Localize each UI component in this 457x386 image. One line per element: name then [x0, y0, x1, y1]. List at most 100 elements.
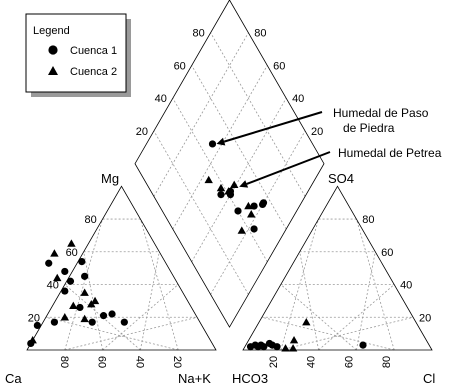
cuenca-1-diamond-point [208, 140, 217, 148]
cation-bottom-tick-label: 60 [96, 356, 108, 368]
cuenca-1-diamond-point [217, 191, 225, 199]
cuenca-1-diamond-point [250, 225, 258, 233]
annotations: Humedal de Paso de Piedra Humedal de Pet… [216, 106, 442, 188]
diamond-grid-line [191, 65, 287, 230]
annotation-arrow-petrea [239, 151, 331, 188]
cuenca-2-cation-point [80, 314, 89, 323]
cuenca-2-cation-point [80, 288, 89, 296]
legend-marker-cuenca-2 [48, 66, 58, 75]
legend-label-cuenca-1: Cuenca 1 [70, 45, 117, 57]
cuenca-2-diamond-point [216, 183, 226, 192]
diagram-frames [26, 0, 433, 351]
annotation-arrow-petrea-head [239, 180, 249, 188]
cuenca-2-anion-point [288, 344, 298, 352]
cuenca-2-cation-point [50, 249, 59, 257]
cuenca-1-diamond-point [250, 202, 258, 210]
anion-grid-line [318, 284, 395, 351]
legend-label-cuenca-2: Cuenca 2 [70, 66, 117, 78]
anion-grid-line [299, 251, 319, 351]
cation-bottom-tick-label: 40 [133, 356, 145, 368]
anion-bottom-tick-label: 40 [306, 356, 318, 368]
annotation-arrow-paso-piedra [216, 111, 323, 146]
diamond-frame [134, 0, 325, 328]
cation-left-tick-label: 40 [47, 280, 59, 292]
cation-left-tick-label: 60 [66, 247, 78, 259]
anion-bottom-tick-label: 20 [268, 356, 280, 368]
anion-right-tick-label: 60 [381, 247, 393, 259]
cation-grid-line [140, 218, 179, 351]
cuenca-2-cation-point [67, 239, 76, 247]
axis-labels: Ca Na+K Mg HCO3 Cl SO4 [5, 171, 435, 386]
cation-grid-line [64, 284, 141, 351]
cation-left-tick-label: 80 [84, 214, 96, 226]
diamond-left-tick-label: 20 [136, 126, 148, 138]
diamond-grid-line [191, 98, 287, 262]
cuenca-1-cation-point [33, 321, 41, 330]
cuenca-2-diamond-point [237, 226, 246, 234]
annotation-arrow-paso-piedra-shaft [223, 111, 323, 143]
cuenca-1-diamond-point [259, 199, 268, 207]
diamond-right-tick-label: 40 [292, 93, 304, 105]
cation-grid-line [45, 316, 179, 351]
cuenca-1-cation-point [88, 318, 96, 326]
grid-lines [45, 32, 414, 351]
annotation-paso-piedra-line-2: de Piedra [343, 121, 395, 135]
cuenca-1-cation-point [99, 312, 108, 320]
cuenca-1-anion-point [260, 343, 268, 351]
diamond-grid-line [172, 98, 268, 262]
diamond-grid-line [210, 32, 306, 197]
cuenca-2-cation-point [90, 296, 100, 305]
cuenca-1-cation-point [78, 258, 86, 266]
anion-grid-line [356, 251, 376, 351]
axis-label-mg: Mg [101, 171, 119, 186]
cation-bottom-tick-label: 20 [171, 356, 183, 368]
legend-box [25, 13, 127, 93]
diamond-right-tick-label: 80 [254, 28, 266, 40]
annotation-petrea: Humedal de Petrea [338, 146, 442, 160]
cuenca-2-anion-point [302, 317, 311, 326]
anion-bottom-tick-label: 60 [343, 356, 355, 368]
cation-grid-line [140, 251, 160, 351]
annotation-arrow-petrea-shaft [246, 151, 331, 185]
cuenca-1-cation-point [61, 267, 69, 276]
anion-right-tick-label: 20 [419, 312, 431, 324]
data-markers [27, 140, 367, 352]
cuenca-2-diamond-point [244, 201, 253, 210]
cuenca-2-diamond-point [230, 180, 239, 189]
anion-grid-line [280, 284, 357, 351]
cuenca-1-cation-point [76, 303, 84, 312]
cation-grid-line [64, 218, 103, 351]
cuenca-1-cation-point [61, 287, 69, 295]
legend: Legend Cuenca 1 Cuenca 2 [25, 13, 131, 97]
cation-bottom-tick-label: 80 [58, 356, 70, 368]
annotation-arrow-paso-piedra-head [216, 137, 226, 146]
cuenca-2-diamond-point [204, 175, 213, 184]
cuenca-1-cation-point [66, 277, 75, 285]
cuenca-1-cation-point [50, 318, 59, 326]
cuenca-2-cation-point [60, 313, 69, 321]
diamond-left-tick-label: 40 [155, 93, 167, 105]
diamond-grid-line [153, 130, 249, 295]
cuenca-1-cation-point [45, 259, 53, 267]
cuenca-2-anion-point [281, 344, 290, 352]
cuenca-1-anion-point [273, 343, 281, 351]
cation-grid-line [64, 316, 198, 351]
diamond-grid-line [172, 65, 268, 230]
anion-bottom-tick-label: 80 [381, 356, 393, 368]
cuenca-1-cation-point [120, 318, 128, 326]
diamond-grid-line [153, 32, 249, 197]
axis-label-na-k: Na+K [178, 371, 211, 386]
cuenca-1-cation-point [108, 310, 116, 318]
diamond-right-tick-label: 20 [311, 126, 323, 138]
anion-grid-line [280, 218, 319, 351]
cation-triangle-frame [26, 185, 217, 351]
diamond-right-tick-label: 60 [273, 60, 285, 72]
anion-triangle-frame [242, 185, 433, 351]
anion-grid-line [280, 316, 414, 351]
cuenca-1-anion-point [359, 341, 367, 349]
axis-label-so4: SO4 [328, 171, 354, 186]
tick-labels: 20 80 20 20 20 80 40 60 40 40 40 60 60 40 60 60 60 40 80 20… [28, 28, 431, 368]
cuenca-2-cation-point [87, 299, 96, 308]
anion-grid-line [356, 218, 395, 351]
